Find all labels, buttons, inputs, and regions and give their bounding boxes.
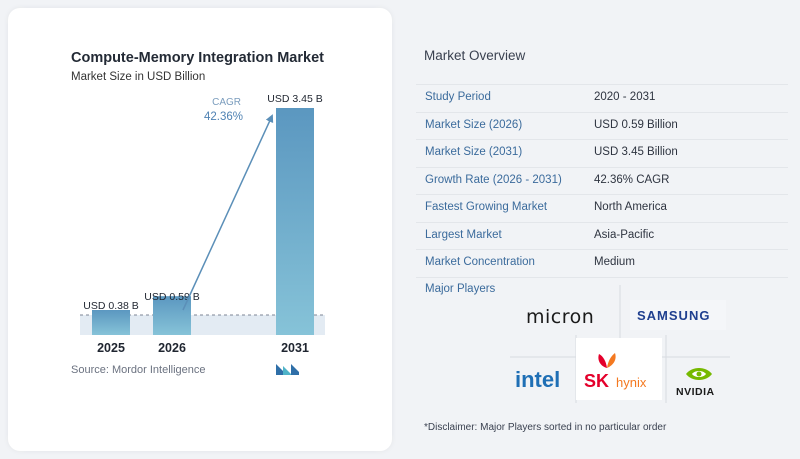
data-label-2026: USD 0.59 B	[144, 291, 199, 303]
overview-row-value: USD 0.59 Billion	[594, 118, 678, 131]
players-title: Major Players	[425, 283, 496, 295]
chart-subtitle: Market Size in USD Billion	[71, 71, 206, 83]
bar-2026	[153, 296, 191, 335]
overview-row-label: Growth Rate (2026 - 2031)	[425, 173, 562, 186]
disclaimer: *Disclaimer: Major Players sorted in no …	[424, 422, 667, 433]
overview-title: Market Overview	[424, 48, 526, 63]
cagr-arrow	[182, 114, 274, 311]
overview-row-value: 2020 - 2031	[594, 91, 656, 103]
samsung-logo-text: SAMSUNG	[637, 308, 711, 323]
category-label-2031: 2031	[281, 341, 309, 355]
data-label-2031: USD 3.45 B	[267, 93, 322, 105]
nvidia-logo-text: NVIDIA	[676, 386, 715, 398]
bar-2031	[276, 108, 314, 335]
overview-row: Growth Rate (2026 - 2031) 42.36% CAGR	[416, 166, 788, 195]
chart-card	[8, 8, 392, 451]
hynix-logo-text: hynix	[616, 375, 647, 390]
overview-row-value: Medium	[594, 256, 635, 268]
overview-row: Market Concentration Medium	[416, 249, 788, 278]
micron-logo: micron	[526, 306, 594, 328]
category-label-2025: 2025	[97, 341, 125, 355]
overview-row-label: Market Size (2031)	[425, 146, 523, 158]
overview-row-label: Market Size (2026)	[425, 118, 523, 131]
chart-title: Compute-Memory Integration Market	[71, 50, 324, 66]
overview-row: Market Size (2026) USD 0.59 Billion	[416, 111, 788, 140]
bar-2025	[92, 309, 130, 335]
nvidia-logo: NVIDIA	[670, 363, 730, 401]
sk-hynix-logo: SK hynix	[576, 338, 662, 400]
overview-row-value: North America	[594, 201, 667, 213]
overview-row-label: Market Concentration	[425, 256, 535, 268]
cagr-value: 42.36%	[204, 111, 243, 123]
source-text: Source: Mordor Intelligence	[71, 364, 206, 376]
overview-row: Study Period 2020 - 2031	[416, 84, 788, 112]
intel-logo: intel	[515, 367, 560, 393]
category-label-2026: 2026	[158, 341, 186, 355]
overview-table: Study Period 2020 - 2031 Market Size (2026…	[416, 84, 788, 278]
overview-row-value: USD 3.45 Billion	[594, 146, 678, 158]
cagr-label: CAGR	[212, 97, 241, 108]
baseline-band	[80, 315, 325, 335]
overview-row: Largest Market Asia-Pacific	[416, 221, 788, 250]
intel-logo-text: intel	[515, 367, 561, 392]
sk-butterfly-icon	[598, 353, 616, 368]
overview-row-value: 42.36% CAGR	[594, 173, 670, 186]
overview-row-label: Largest Market	[425, 228, 502, 241]
overview-row-label: Fastest Growing Market	[425, 201, 548, 213]
micron-logo-text: micron	[526, 306, 595, 328]
overview-row: Market Size (2031) USD 3.45 Billion	[416, 139, 788, 167]
data-label-2025: USD 0.38 B	[83, 300, 138, 312]
bar-chart: USD 0.38 B USD 0.59 B USD 3.45 B 2025 2026 20…	[80, 93, 325, 355]
nvidia-eye-icon	[686, 368, 712, 380]
sk-logo-text: SK	[584, 371, 610, 391]
overview-row-value: Asia-Pacific	[594, 228, 655, 241]
overview-row: Fastest Growing Market North America	[416, 194, 788, 222]
overview-row-label: Study Period	[425, 91, 491, 103]
samsung-logo: SAMSUNG	[630, 300, 726, 330]
mordor-logo-icon	[276, 364, 299, 375]
